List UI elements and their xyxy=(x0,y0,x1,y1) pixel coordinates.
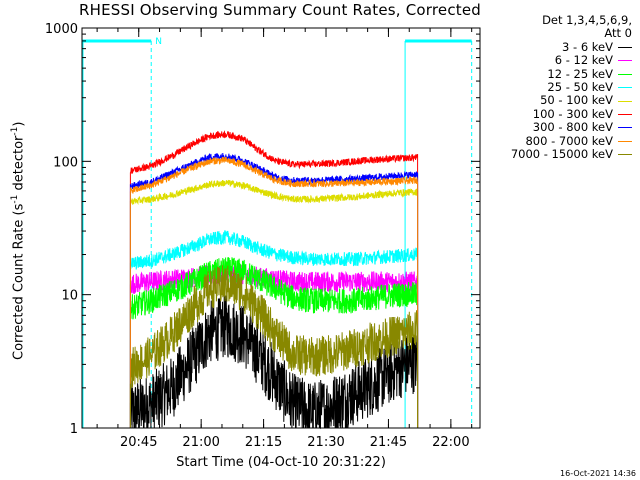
series-line xyxy=(129,130,419,428)
legend-entry-label: 100 - 300 keV xyxy=(532,106,613,121)
legend-entry-label: 3 - 6 keV xyxy=(562,39,613,54)
x-axis-label: Start Time (04-Oct-10 20:31:22) xyxy=(176,455,386,470)
series-line xyxy=(129,230,419,428)
legend-entry-label: 7000 - 15000 keV xyxy=(510,147,613,162)
legend-entry-label: 50 - 100 keV xyxy=(540,93,613,108)
legend-swatch xyxy=(618,114,632,116)
legend-entries: 3 - 6 keV 6 - 12 keV 12 - 25 keV 25 - 50 ke… xyxy=(472,39,632,162)
legend-swatch xyxy=(618,100,632,102)
chart-title: RHESSI Observing Summary Count Rates, Co… xyxy=(78,1,481,19)
legend-swatch xyxy=(618,47,632,49)
legend-entry-label: 6 - 12 keV xyxy=(554,53,613,68)
series-line xyxy=(129,179,419,428)
legend-entry-label: 12 - 25 keV xyxy=(547,66,613,81)
x-tick-label: 22:00 xyxy=(432,435,469,450)
legend-entry: 300 - 800 keV xyxy=(472,120,632,135)
legend-entry: 6 - 12 keV xyxy=(472,53,632,68)
legend-entry: 50 - 100 keV xyxy=(472,94,632,107)
legend-entry-label: 25 - 50 keV xyxy=(547,80,613,95)
series-line xyxy=(129,156,419,428)
legend-entry: 800 - 7000 keV xyxy=(472,133,632,148)
legend-swatch xyxy=(618,87,632,89)
x-tick-label: 21:15 xyxy=(245,435,282,450)
y-axis-label: Corrected Count Rate (s-1 detector-1) xyxy=(10,121,27,360)
legend-swatch xyxy=(618,73,632,75)
legend-entry: 25 - 50 keV xyxy=(472,80,632,95)
legend-entry: 3 - 6 keV xyxy=(472,39,632,54)
x-tick-label: 21:00 xyxy=(182,435,219,450)
flag-marker-label: N xyxy=(155,37,162,47)
y-tick-label: 1 xyxy=(70,422,78,437)
legend-swatch xyxy=(618,60,632,62)
y-tick-label: 100 xyxy=(53,155,78,170)
series-line xyxy=(129,295,419,430)
legend-entry: 12 - 25 keV xyxy=(472,66,632,81)
legend-header-attenuator: Att 0 xyxy=(604,26,632,41)
legend-swatch xyxy=(618,154,632,156)
series-line xyxy=(129,152,419,428)
time-stamp: 16-Oct-2021 14:36 xyxy=(560,469,636,478)
legend-entry-label: 800 - 7000 keV xyxy=(525,133,613,148)
legend-entry: 7000 - 15000 keV xyxy=(472,147,632,162)
legend-entry: 100 - 300 keV xyxy=(472,106,632,121)
x-tick-label: 20:45 xyxy=(120,435,157,450)
series-line xyxy=(129,257,419,428)
y-tick-label: 1000 xyxy=(45,22,78,37)
legend-header-detectors: Det 1,3,4,5,6,9, xyxy=(542,13,632,27)
legend-entry-label: 300 - 800 keV xyxy=(532,120,613,135)
y-tick-label: 10 xyxy=(61,289,78,304)
x-tick-label: 21:45 xyxy=(370,435,407,450)
x-tick-label: 21:30 xyxy=(307,435,344,450)
plot-frame xyxy=(81,27,481,429)
legend-swatch xyxy=(618,127,632,129)
series-line xyxy=(129,265,419,428)
legend: Det 1,3,4,5,6,9, Att 0 3 - 6 keV 6 - 12 k… xyxy=(472,13,632,162)
legend-swatch xyxy=(618,140,632,142)
